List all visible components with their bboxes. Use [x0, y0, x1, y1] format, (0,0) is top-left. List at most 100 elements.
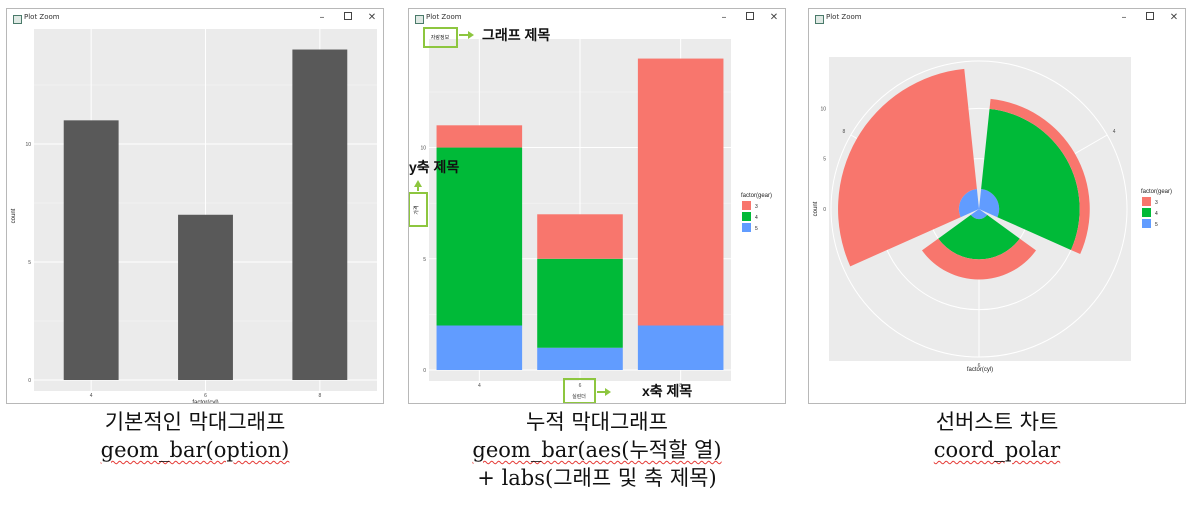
x-tick-label: 8: [318, 393, 321, 399]
maximize-icon: [746, 12, 754, 20]
maximize-icon: [1146, 12, 1154, 20]
chart-title: 자랑정보: [431, 34, 450, 41]
close-button[interactable]: ✕: [1169, 12, 1179, 23]
legend-label: 3: [755, 204, 758, 210]
x-axis-label: 실린더: [572, 393, 586, 400]
x-tick-label: 4: [478, 383, 481, 389]
caption-line: 기본적인 막대그래프: [104, 410, 286, 434]
sector-gear-3: [921, 238, 1037, 280]
arrow-icon: [414, 180, 422, 187]
x-tick-label: 8: [679, 383, 682, 389]
y-tick-label: 5: [423, 257, 426, 263]
caption-polar: 선버스트 차트 coord_polar: [808, 408, 1186, 464]
minimize-button[interactable]: –: [1121, 12, 1127, 23]
maximize-button[interactable]: [341, 11, 355, 25]
y-tick-label: 10: [420, 146, 426, 152]
sector-gear-3: [838, 68, 977, 267]
title-note: 그래프 제목: [482, 27, 550, 43]
basic-bar-chart: 4 6 8 0 5 10 factor(cyl) count: [11, 29, 377, 403]
bar: [63, 120, 119, 380]
y-tick-label: 5: [28, 260, 31, 266]
bar: [292, 49, 348, 381]
maximize-button[interactable]: [1143, 11, 1157, 25]
caption-code: geom_bar(aes(누적할 열): [472, 438, 722, 462]
maximize-button[interactable]: [743, 11, 757, 25]
bar: [178, 214, 233, 380]
sector-gear-4: [938, 214, 1020, 260]
bar-segment-gear-3: [436, 125, 523, 148]
y-axis-label: 가격: [413, 205, 420, 214]
bar-segment-gear-5: [637, 325, 724, 370]
x-axis-label: factor(cyl): [192, 400, 218, 403]
plot-zoom-window-basic: Plot Zoom – ✕ 4 6 8 0 5 10 factor(cyl) count: [6, 8, 384, 404]
arrow-icon: [605, 388, 611, 396]
sector-gear-5: [979, 188, 1000, 218]
close-button[interactable]: ✕: [769, 12, 779, 23]
caption-code-labs: + labs(그래프 및 축 제목): [477, 466, 717, 490]
bar-segment-gear-3: [537, 214, 623, 259]
x-tick-label: 4: [90, 393, 93, 399]
app-icon: [815, 15, 824, 24]
caption-stacked: 누적 막대그래프 geom_bar(aes(누적할 열) + labs(그래프 …: [408, 408, 786, 492]
arrow-icon: [468, 31, 474, 39]
y-tick-label: 5: [823, 157, 826, 163]
sunburst-chart: 4 6 8 0 5 10 factor(cyl) count factor(gear) 3 4 5: [813, 57, 1172, 373]
window-title: Plot Zoom: [826, 13, 862, 21]
legend-label: 5: [755, 226, 758, 232]
x-label-note: x축 제목: [642, 383, 692, 399]
legend-label: 5: [1155, 222, 1158, 228]
x-tick-label: 6: [204, 393, 207, 399]
close-button[interactable]: ✕: [367, 12, 377, 23]
minimize-button[interactable]: –: [319, 12, 325, 23]
y-tick-label: 0: [28, 378, 31, 384]
caption-line: 선버스트 차트: [935, 410, 1059, 434]
caption-code: geom_bar(option): [100, 438, 290, 462]
title-bar: Plot Zoom – ✕: [409, 9, 785, 29]
app-icon: [13, 15, 22, 24]
title-highlight-box: [423, 27, 458, 48]
caption-line: 누적 막대그래프: [526, 410, 668, 434]
legend-swatch: [1142, 219, 1151, 228]
maximize-icon: [344, 12, 352, 20]
bar-segment-gear-3: [637, 58, 724, 326]
app-icon: [415, 15, 424, 24]
x-axis-label: factor(cyl): [967, 367, 993, 373]
y-tick-label: 10: [820, 106, 826, 112]
sector-gear-5: [970, 209, 988, 220]
angular-tick-label: 6: [978, 363, 981, 369]
title-bar: Plot Zoom – ✕: [7, 9, 383, 29]
y-label-note: y축 제목: [409, 159, 459, 175]
y-axis-label: count: [813, 201, 819, 216]
sector-gear-5: [958, 188, 979, 218]
legend-label: 3: [1155, 200, 1158, 206]
y-tick-label: 10: [25, 142, 31, 148]
window-title: Plot Zoom: [24, 13, 60, 21]
minimize-button[interactable]: –: [721, 12, 727, 23]
y-tick-label: 0: [423, 368, 426, 374]
legend-swatch: [1142, 197, 1151, 206]
plot-zoom-window-stacked: Plot Zoom – ✕ 4 6 8 0 5 10 factor(gear) 3 4 5 자랑정보…: [408, 8, 786, 404]
bar-segment-gear-5: [436, 325, 523, 370]
legend-swatch: [1142, 208, 1151, 217]
angular-tick-label: 4: [1113, 129, 1116, 135]
sector-gear-3: [989, 98, 1090, 255]
plot-zoom-window-polar: Plot Zoom – ✕ 4 6 8 0 5 10 factor(cyl) count fac…: [808, 8, 1186, 404]
x-tick-label: 6: [579, 383, 582, 389]
legend-title: factor(gear): [1141, 189, 1172, 195]
bar-segment-gear-5: [537, 347, 623, 370]
caption-code: coord_polar: [933, 438, 1061, 462]
legend-swatch: [742, 201, 751, 210]
legend-label: 4: [1155, 211, 1158, 217]
y-tick-label: 0: [823, 207, 826, 213]
caption-basic: 기본적인 막대그래프 geom_bar(option): [6, 408, 384, 464]
bar-segment-gear-4: [436, 147, 523, 326]
bar-segment-gear-4: [537, 258, 623, 348]
y-label-highlight-box: [409, 192, 428, 227]
window-title: Plot Zoom: [426, 13, 462, 21]
legend-swatch: [742, 212, 751, 221]
title-bar: Plot Zoom – ✕: [809, 9, 1185, 29]
x-label-highlight-box: [563, 378, 596, 403]
legend-title: factor(gear): [741, 193, 772, 199]
sector-gear-4: [981, 108, 1080, 250]
